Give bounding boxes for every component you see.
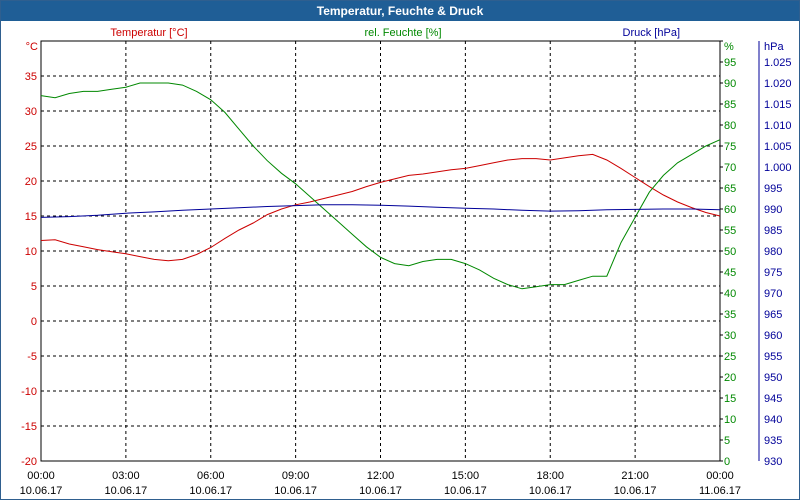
temperature-unit: °C (26, 41, 38, 53)
humidity-tick-label: 30 (724, 330, 736, 342)
date-tick-label: 10.06.17 (614, 485, 657, 497)
pressure-tick-label: 985 (764, 225, 782, 237)
temperature-tick-label: -20 (21, 456, 37, 468)
pressure-tick-label: 950 (764, 372, 782, 384)
temperature-tick-label: 0 (31, 316, 37, 328)
temperature-tick-label: 15 (25, 211, 37, 223)
temperature-tick-label: -5 (27, 351, 37, 363)
humidity-tick-label: 35 (724, 309, 736, 321)
time-tick-label: 09:00 (282, 470, 310, 482)
date-tick-label: 10.06.17 (529, 485, 572, 497)
humidity-tick-label: 55 (724, 225, 736, 237)
time-tick-label: 06:00 (197, 470, 225, 482)
grid-lines (41, 41, 720, 461)
pressure-tick-label: 945 (764, 393, 782, 405)
temperature-tick-label: -10 (21, 386, 37, 398)
pressure-tick-label: 1.005 (764, 141, 792, 153)
humidity-tick-label: 25 (724, 351, 736, 363)
date-tick-label: 11.06.17 (699, 485, 741, 497)
pressure-tick-label: 980 (764, 246, 782, 258)
date-tick-label: 10.06.17 (20, 485, 63, 497)
pressure-tick-label: 935 (764, 435, 782, 447)
temperature-tick-label: -15 (21, 421, 37, 433)
window-title: Temperatur, Feuchte & Druck (1, 1, 799, 21)
humidity-axis-label: rel. Feuchte [%] (364, 27, 441, 39)
time-tick-label: 00:00 (706, 470, 734, 482)
temperature-tick-label: 10 (25, 246, 37, 258)
temperature-tick-label: 35 (25, 71, 37, 83)
humidity-series-line (40, 82, 721, 290)
pressure-tick-label: 995 (764, 183, 782, 195)
pressure-axis-label: Druck [hPa] (623, 27, 680, 39)
humidity-tick-label: 40 (724, 288, 736, 300)
temperature-tick-label: 25 (25, 141, 37, 153)
pressure-tick-label: 970 (764, 288, 782, 300)
pressure-tick-label: 930 (764, 456, 782, 468)
humidity-tick-label: 0 (724, 456, 730, 468)
pressure-tick-label: 1.010 (764, 120, 792, 132)
humidity-tick-label: 45 (724, 267, 736, 279)
pressure-tick-label: 975 (764, 267, 782, 279)
time-tick-label: 21:00 (621, 470, 649, 482)
pressure-tick-label: 940 (764, 414, 782, 426)
pressure-tick-label: 960 (764, 330, 782, 342)
date-tick-label: 10.06.17 (359, 485, 402, 497)
time-tick-label: 03:00 (112, 470, 140, 482)
temperature-tick-label: 5 (31, 281, 37, 293)
humidity-tick-label: 70 (724, 162, 736, 174)
pressure-tick-label: 990 (764, 204, 782, 216)
pressure-tick-label: 1.015 (764, 99, 792, 111)
date-tick-label: 10.06.17 (444, 485, 487, 497)
humidity-tick-label: 95 (724, 57, 736, 69)
date-tick-label: 10.06.17 (189, 485, 232, 497)
pressure-tick-label: 965 (764, 309, 782, 321)
humidity-tick-label: 15 (724, 393, 736, 405)
temperature-axis: 35 30 25 20 15 10 5 0 -5 -10 -15 -20 (21, 71, 37, 468)
time-tick-label: 15:00 (452, 470, 480, 482)
pressure-tick-label: 1.025 (764, 57, 792, 69)
date-tick-label: 10.06.17 (104, 485, 147, 497)
pressure-unit: hPa (764, 41, 784, 53)
humidity-tick-label: 10 (724, 414, 736, 426)
humidity-tick-label: 75 (724, 141, 736, 153)
pressure-series-line (40, 204, 721, 218)
pressure-tick-label: 1.020 (764, 78, 792, 90)
date-tick-label: 10.06.17 (274, 485, 317, 497)
time-tick-label: 00:00 (27, 470, 55, 482)
humidity-tick-label: 65 (724, 183, 736, 195)
humidity-tick-label: 50 (724, 246, 736, 258)
temperature-axis-label: Temperatur [°C] (110, 27, 187, 39)
humidity-tick-label: 85 (724, 99, 736, 111)
temperature-series-line (40, 153, 721, 262)
humidity-tick-label: 20 (724, 372, 736, 384)
pressure-tick-label: 955 (764, 351, 782, 363)
humidity-tick-label: 80 (724, 120, 736, 132)
pressure-axis: 1.025 1.020 1.015 1.010 1.005 1.000 995 990 985 9… (758, 41, 792, 468)
series-group (40, 82, 721, 290)
time-axis: 00:00 10.06.17 03:00 10.06.17 06:00 10.06.17 0… (20, 470, 741, 497)
pressure-tick-label: 1.000 (764, 162, 792, 174)
humidity-tick-label: 90 (724, 78, 736, 90)
humidity-tick-label: 5 (724, 435, 730, 447)
temperature-tick-label: 20 (25, 176, 37, 188)
time-tick-label: 18:00 (536, 470, 564, 482)
time-tick-label: 12:00 (367, 470, 395, 482)
temperature-tick-label: 30 (25, 106, 37, 118)
humidity-unit: % (724, 41, 734, 53)
humidity-tick-label: 60 (724, 204, 736, 216)
